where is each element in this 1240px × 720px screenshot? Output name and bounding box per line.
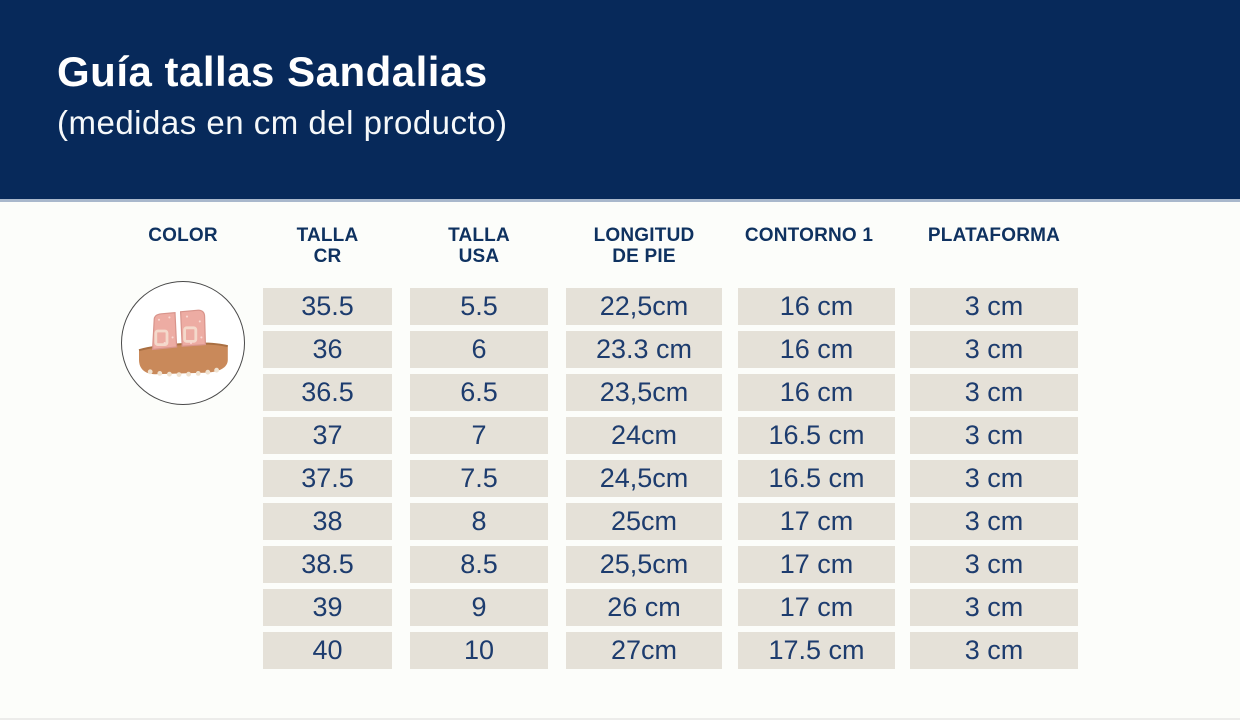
sandal-image — [138, 309, 229, 377]
table-cell: 17.5 cm — [738, 632, 895, 669]
table-cell: 3 cm — [910, 331, 1078, 368]
column-header-contorno-label: CONTORNO 1 — [744, 225, 874, 246]
table-cell: 3 cm — [910, 460, 1078, 497]
table-cell: 6.5 — [410, 374, 548, 411]
column-header-talla-usa-line2: USA — [458, 246, 500, 267]
table-cell: 17 cm — [738, 503, 895, 540]
column-header-longitud-line1: LONGITUD — [593, 225, 695, 246]
table-cell: 22,5cm — [566, 288, 722, 325]
color-swatch-circle — [121, 281, 245, 405]
column-header-longitud-line2: DE PIE — [612, 246, 676, 267]
table-cell: 7 — [410, 417, 548, 454]
table-cell: 9 — [410, 589, 548, 626]
table-cell: 36.5 — [263, 374, 392, 411]
table-cell: 3 cm — [910, 503, 1078, 540]
column-header-contorno: CONTORNO 1 — [711, 225, 907, 246]
table-cell: 3 cm — [910, 589, 1078, 626]
column-header-longitud: LONGITUD DE PIE — [566, 225, 722, 267]
table-cell: 26 cm — [566, 589, 722, 626]
table-cell: 3 cm — [910, 374, 1078, 411]
table-cell: 16.5 cm — [738, 460, 895, 497]
page-subtitle: (medidas en cm del producto) — [57, 104, 508, 141]
table-cell: 16 cm — [738, 288, 895, 325]
table-cell: 35.5 — [263, 288, 392, 325]
table-cell: 16 cm — [738, 331, 895, 368]
table-cell: 8.5 — [410, 546, 548, 583]
table-cell: 39 — [263, 589, 392, 626]
table-cell: 23,5cm — [566, 374, 722, 411]
table-cell: 3 cm — [910, 288, 1078, 325]
column-header-plataforma-label: PLATAFORMA — [927, 225, 1061, 246]
table-cell: 23.3 cm — [566, 331, 722, 368]
table-cell: 25,5cm — [566, 546, 722, 583]
table-cell: 3 cm — [910, 417, 1078, 454]
table-cell: 6 — [410, 331, 548, 368]
table-cell: 37.5 — [263, 460, 392, 497]
column-header-talla-usa: TALLA USA — [410, 225, 548, 267]
table-cell: 17 cm — [738, 589, 895, 626]
column-header-talla-usa-line1: TALLA — [448, 225, 510, 246]
table-cell: 3 cm — [910, 546, 1078, 583]
column-header-talla-cr-line1: TALLA — [296, 225, 359, 246]
table-cell: 3 cm — [910, 632, 1078, 669]
table-cell: 17 cm — [738, 546, 895, 583]
table-cell: 25cm — [566, 503, 722, 540]
table-cell: 8 — [410, 503, 548, 540]
column-header-plataforma: PLATAFORMA — [900, 225, 1088, 246]
table-cell: 16 cm — [738, 374, 895, 411]
table-cell: 40 — [263, 632, 392, 669]
table-cell: 5.5 — [410, 288, 548, 325]
table-cell: 27cm — [566, 632, 722, 669]
table-cell: 10 — [410, 632, 548, 669]
table-cell: 7.5 — [410, 460, 548, 497]
table-cell: 24cm — [566, 417, 722, 454]
table-cell: 38 — [263, 503, 392, 540]
column-header-color-label: COLOR — [148, 225, 218, 246]
table-cell: 38.5 — [263, 546, 392, 583]
table-cell: 37 — [263, 417, 392, 454]
column-header-talla-cr-line2: CR — [313, 246, 342, 267]
table-cell: 16.5 cm — [738, 417, 895, 454]
column-header-color: COLOR — [113, 225, 253, 246]
page-title: Guía tallas Sandalias — [57, 48, 488, 95]
table-cell: 24,5cm — [566, 460, 722, 497]
table-cell: 36 — [263, 331, 392, 368]
header-banner: Guía tallas Sandalias (medidas en cm del… — [0, 0, 1240, 202]
column-header-talla-cr: TALLA CR — [263, 225, 392, 267]
